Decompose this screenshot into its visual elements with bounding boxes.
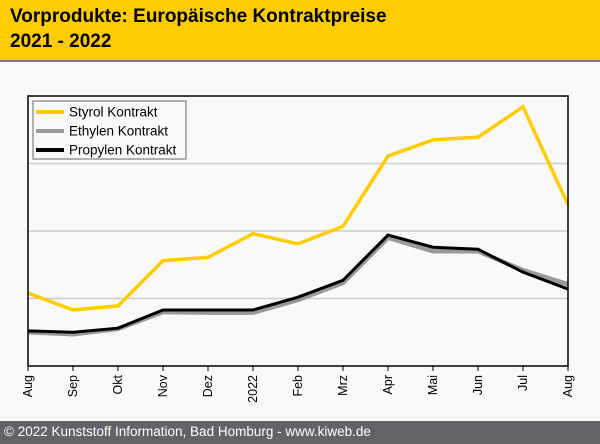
x-tick-label-0: Aug bbox=[21, 375, 35, 397]
gridlines bbox=[28, 162, 568, 300]
x-tick-label-7: Mrz bbox=[336, 375, 350, 396]
legend: Styrol Kontrakt Ethylen Kontrakt Propylen … bbox=[32, 100, 187, 160]
legend-label-propylen: Propylen Kontrakt bbox=[69, 143, 177, 158]
x-tick-label-5: 2022 bbox=[246, 375, 260, 403]
x-tick-label-8: Apr bbox=[381, 375, 395, 394]
x-tick-label-3: Nov bbox=[156, 374, 170, 397]
chart-title: Vorprodukte: Europäische Kontraktpreise bbox=[10, 6, 387, 27]
x-tick-label-11: Jul bbox=[516, 375, 530, 391]
legend-label-ethylen: Ethylen Kontrakt bbox=[69, 124, 168, 139]
x-tick-label-4: Dez bbox=[201, 375, 215, 397]
series-lines bbox=[27, 104, 570, 337]
x-axis: Aug Sep Okt Nov Dez 2022 Feb Mrz Apr Mai Jun Jul Aug bbox=[21, 366, 575, 403]
x-tick-label-1: Sep bbox=[66, 375, 80, 397]
x-tick-label-12: Aug bbox=[561, 375, 575, 397]
x-tick-label-9: Mai bbox=[426, 375, 440, 395]
chart-header: Vorprodukte: Europäische Kontraktpreise … bbox=[0, 0, 600, 62]
x-tick-label-10: Jun bbox=[471, 375, 485, 395]
x-tick-label-6: Feb bbox=[291, 375, 305, 397]
legend-label-styrol: Styrol Kontrakt bbox=[69, 105, 158, 120]
copyright-text: © 2022 Kunststoff Information, Bad Hombu… bbox=[4, 424, 371, 439]
footer: © 2022 Kunststoff Information, Bad Hombu… bbox=[0, 421, 600, 444]
chart-subtitle: 2021 - 2022 bbox=[10, 31, 112, 52]
series-line-propylen-kontrakt bbox=[27, 233, 569, 334]
x-tick-label-2: Okt bbox=[111, 374, 125, 394]
